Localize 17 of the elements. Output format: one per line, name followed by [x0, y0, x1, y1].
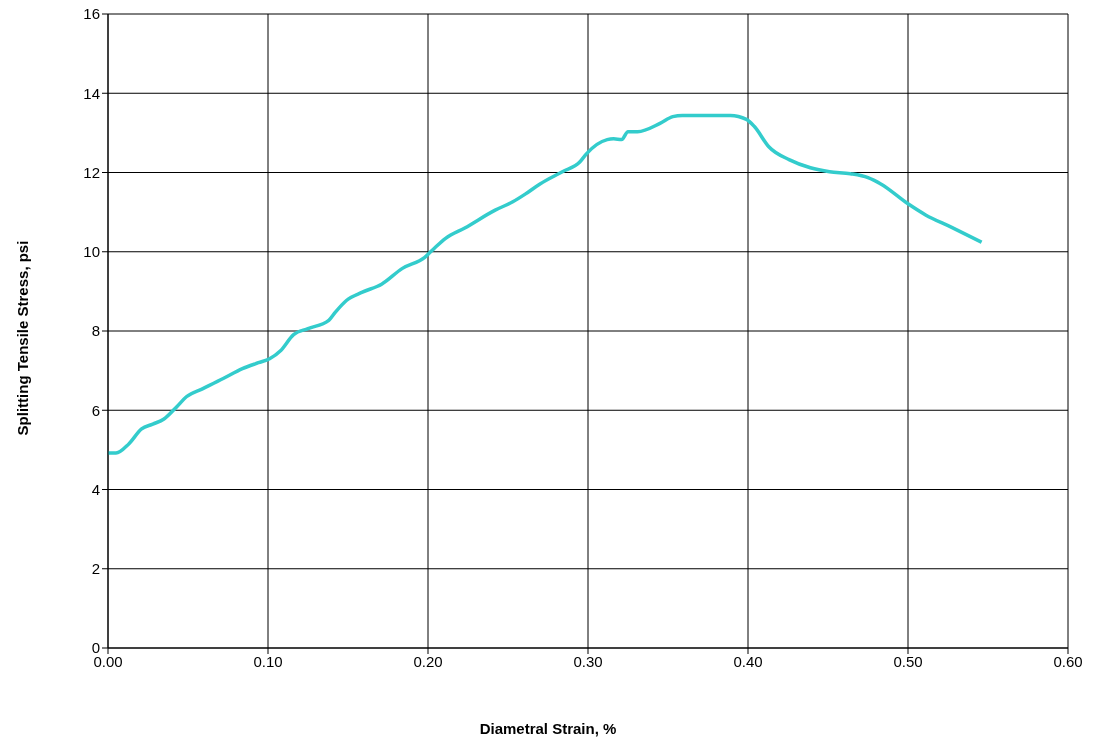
x-tick-label: 0.20: [413, 652, 443, 670]
y-tick-label: 2: [91, 560, 100, 578]
x-axis-title: Diametral Strain, %: [478, 720, 618, 737]
line-series: [108, 113, 984, 455]
y-tick-label: 16: [83, 5, 100, 23]
y-tick-label: 10: [83, 243, 100, 261]
y-tick-label: 14: [83, 84, 100, 102]
y-tick-label: 6: [91, 401, 100, 419]
x-tick-label: 0.40: [733, 652, 763, 670]
x-tick-label: 0.30: [573, 652, 603, 670]
y-tick-label: 4: [91, 480, 100, 498]
y-tick-label: 8: [91, 322, 100, 340]
x-tick-label: 0.10: [253, 652, 283, 670]
y-tick-label: 12: [83, 163, 100, 181]
y-axis-title: Splitting Tensile Stress, psi: [13, 240, 31, 436]
x-tick-label: 0.60: [1053, 652, 1083, 670]
x-tick-label: 0.50: [893, 652, 923, 670]
